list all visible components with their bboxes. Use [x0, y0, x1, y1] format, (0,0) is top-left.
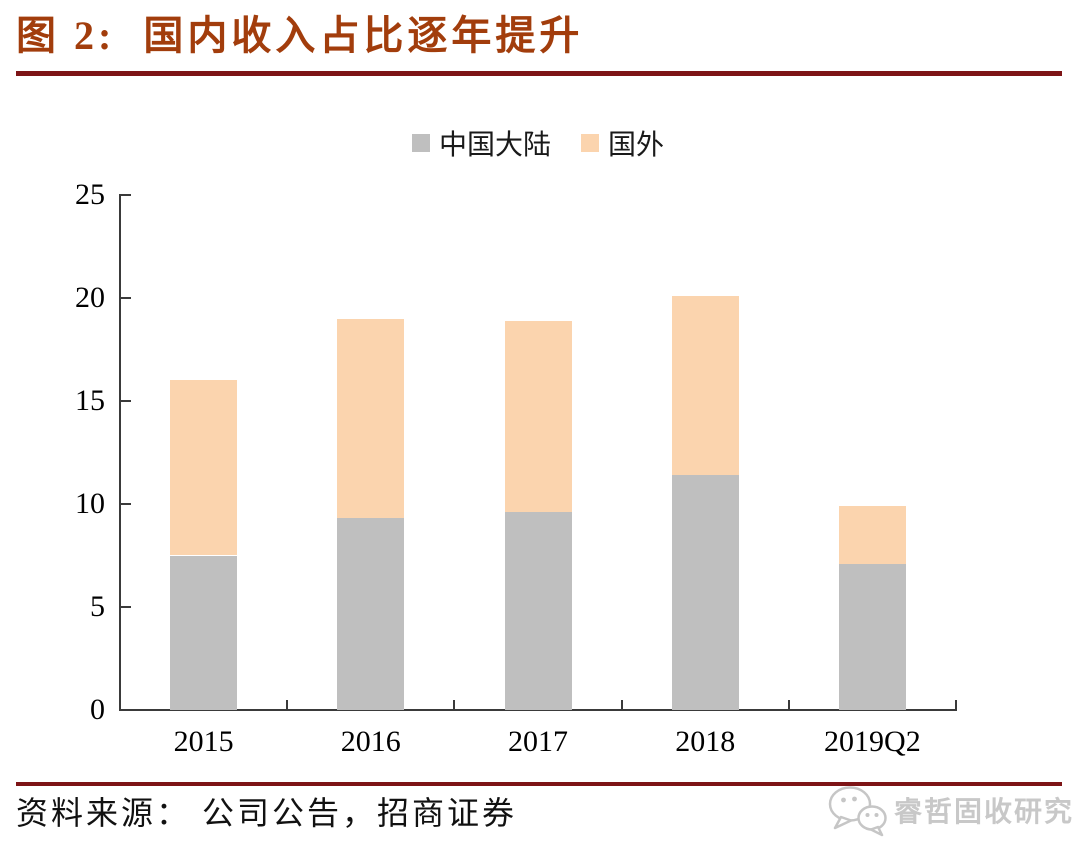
y-tick-15 — [121, 400, 131, 402]
legend-item-0: 中国大陆 — [411, 123, 551, 163]
x-category-label-2019Q2: 2019Q2 — [824, 725, 921, 758]
x-category-label-2017: 2017 — [508, 725, 568, 758]
bar-segment-2018-s1 — [671, 295, 739, 476]
y-tick-label-5: 5 — [90, 590, 105, 623]
x-tick-5 — [955, 700, 957, 710]
figure-title: 图 2: 国内收入占比逐年提升 — [16, 13, 584, 58]
y-tick-10 — [121, 503, 131, 505]
y-axis-line — [119, 194, 121, 711]
x-tick-3 — [620, 700, 623, 710]
y-tick-label-20: 20 — [75, 281, 105, 314]
x-category-label-2016: 2016 — [340, 725, 401, 758]
wechat-icon — [828, 786, 887, 837]
y-tick-label-25: 25 — [75, 178, 105, 211]
footer-rule — [16, 782, 1062, 786]
bar-segment-2015-s1 — [170, 380, 238, 556]
x-category-label-2015: 2015 — [173, 725, 234, 758]
bar-segment-2019Q2-s0 — [838, 563, 906, 710]
x-axis-line — [119, 709, 957, 711]
x-tick-2 — [453, 700, 456, 710]
watermark-text: 睿哲固收研究 — [894, 797, 1075, 828]
y-tick-0 — [121, 709, 131, 711]
legend-label-0: 中国大陆 — [438, 130, 551, 161]
bar-segment-2016-s1 — [337, 318, 405, 519]
bar-segment-2018-s0 — [671, 475, 739, 710]
bar-segment-2017-s0 — [504, 512, 572, 710]
bar-segment-2016-s0 — [337, 518, 405, 710]
legend-item-1: 国外 — [581, 123, 664, 163]
legend-label-1: 国外 — [608, 130, 665, 161]
title-rule — [16, 71, 1062, 76]
legend-swatch-0 — [411, 134, 430, 152]
y-tick-label-0: 0 — [90, 693, 105, 726]
bar-segment-2019Q2-s1 — [838, 506, 906, 564]
bar-segment-2017-s1 — [504, 320, 572, 513]
y-tick-25 — [121, 194, 131, 196]
y-tick-label-10: 10 — [75, 487, 105, 520]
x-category-label-2018: 2018 — [675, 725, 736, 758]
y-tick-label-15: 15 — [75, 384, 105, 417]
chart-legend: 中国大陆 国外 — [120, 123, 956, 163]
legend-swatch-1 — [581, 134, 599, 152]
watermark: 睿哲固收研究 — [826, 783, 1074, 837]
bar-segment-2015-s0 — [170, 555, 238, 710]
y-tick-20 — [121, 297, 131, 299]
source-caption: 资料来源： 公司公告，招商证券 — [16, 795, 518, 831]
y-tick-5 — [121, 606, 131, 608]
x-tick-1 — [286, 700, 289, 710]
x-tick-4 — [787, 700, 790, 710]
